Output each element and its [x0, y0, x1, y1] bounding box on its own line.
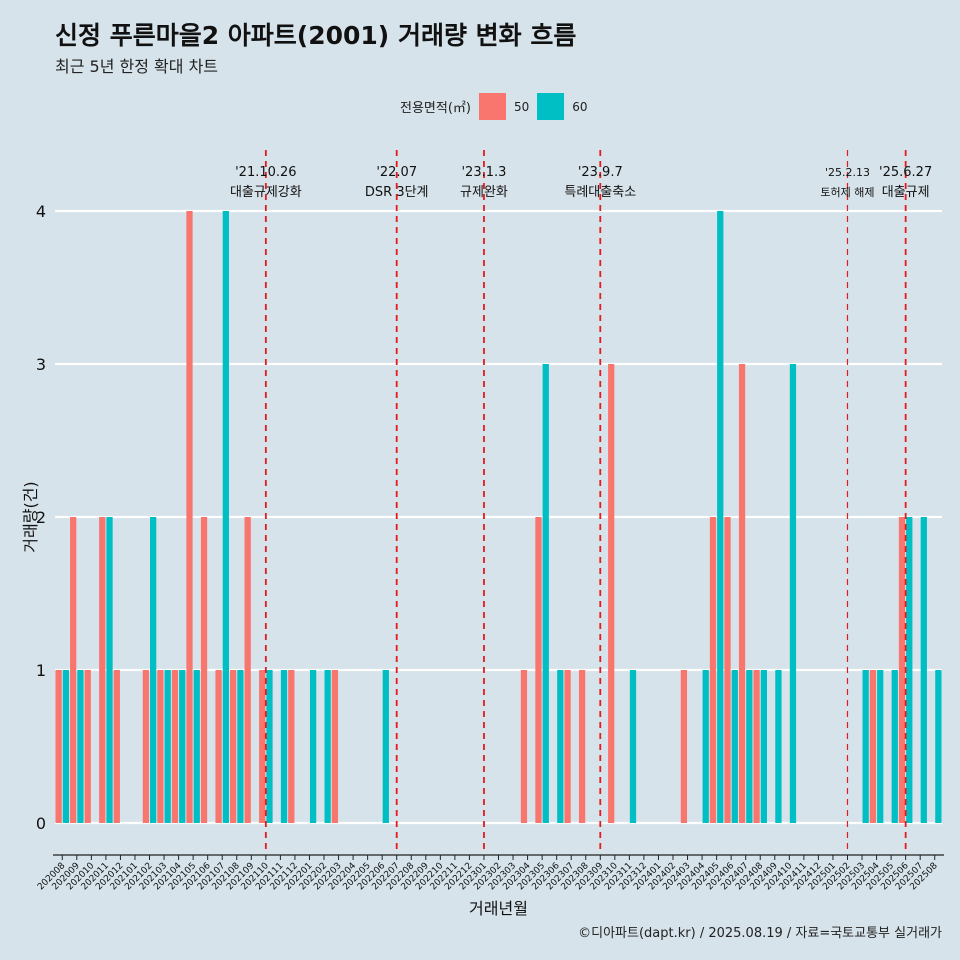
y-tick-label: 4 [36, 202, 46, 221]
bar-50 [99, 517, 106, 823]
bar-50 [608, 364, 615, 823]
bar-50 [113, 670, 120, 823]
legend-swatch-60 [537, 93, 565, 120]
event-text-label: 특례대출축소 [564, 185, 636, 200]
bar-60 [557, 670, 564, 823]
bar-60 [106, 517, 113, 823]
bar-50 [869, 670, 877, 823]
bar-50 [171, 670, 179, 823]
event-date-label: '22.07 [376, 165, 417, 180]
bar-60 [906, 517, 913, 823]
bar-60 [862, 670, 869, 823]
y-tick-label: 3 [36, 355, 46, 374]
legend-swatch-50 [478, 93, 506, 120]
bar-60 [746, 670, 753, 823]
bar-50 [738, 364, 746, 823]
legend-label-50: 50 [513, 99, 530, 114]
bar-60 [237, 670, 244, 823]
bar-60 [164, 670, 171, 823]
bar-50 [898, 517, 906, 823]
bar-60 [382, 670, 389, 823]
bar-50 [535, 517, 542, 823]
y-tick-label: 1 [36, 661, 46, 680]
bar-50 [142, 670, 150, 823]
bar-60 [891, 670, 898, 823]
bar-50 [709, 517, 717, 823]
event-text-label: DSR 3단계 [365, 185, 429, 200]
legend-label-60: 60 [572, 99, 588, 114]
bar-60 [266, 670, 273, 823]
bar-60 [179, 670, 186, 823]
event-text-label: 대출규제 [882, 185, 930, 200]
bar-60 [775, 670, 782, 823]
bar-60 [717, 211, 724, 823]
chart-subtitle: 최근 5년 한정 확대 차트 [55, 57, 219, 76]
bar-60 [629, 670, 637, 823]
bar-60 [789, 364, 797, 823]
bar-50 [84, 670, 91, 823]
bar-50 [229, 670, 237, 823]
bar-50 [680, 670, 688, 823]
chart-title: 신정 푸른마을2 아파트(2001) 거래량 변화 흐름 [55, 21, 577, 50]
bar-60 [542, 364, 549, 823]
bar-50 [215, 670, 222, 823]
source-caption: ©디아파트(dapt.kr) / 2025.08.19 / 자료=국토교통부 실… [578, 926, 942, 941]
event-date-label: '25.6.27 [879, 165, 932, 180]
event-text-label: 대출규제강화 [230, 185, 302, 200]
event-date-label: '21.10.26 [235, 165, 296, 180]
bar-50 [200, 517, 208, 823]
bar-60 [760, 670, 768, 823]
y-tick-label: 2 [36, 508, 46, 527]
y-tick-label: 0 [36, 814, 46, 833]
event-date-label: '23.9.7 [578, 165, 623, 180]
bar-60 [193, 670, 200, 823]
bar-50 [578, 670, 586, 823]
bar-50 [55, 670, 62, 823]
bar-50 [520, 670, 528, 823]
bar-50 [753, 670, 760, 823]
bar-50 [157, 670, 164, 823]
legend-title: 전용면적(㎡) [400, 101, 471, 116]
bar-60 [150, 517, 157, 823]
legend: 전용면적(㎡) 50 60 [400, 93, 588, 120]
bar-60 [77, 670, 84, 823]
bar-60 [877, 670, 884, 823]
bar-50 [244, 517, 251, 823]
bar-50 [564, 670, 571, 823]
x-axis-title: 거래년월 [469, 899, 528, 918]
bar-50 [70, 517, 77, 823]
bar-60 [62, 670, 70, 823]
y-axis-title: 거래량(건) [21, 481, 40, 552]
bar-60 [309, 670, 317, 823]
event-date-label: '25.2.13 [825, 166, 870, 179]
bar-60 [222, 211, 229, 823]
bar-50 [288, 670, 295, 823]
bar-50 [331, 670, 339, 823]
bar-60 [731, 670, 738, 823]
bar-60 [280, 670, 288, 823]
bar-60 [935, 670, 942, 823]
event-text-label: 토허제 해제 [820, 185, 874, 199]
bar-50 [259, 670, 266, 823]
event-text-label: 규제완화 [460, 185, 508, 200]
bar-60 [920, 517, 927, 823]
bar-50 [724, 517, 731, 823]
bar-60 [324, 670, 331, 823]
event-date-label: '23.1.3 [461, 165, 506, 180]
bar-60 [702, 670, 709, 823]
bar-50 [186, 211, 193, 823]
